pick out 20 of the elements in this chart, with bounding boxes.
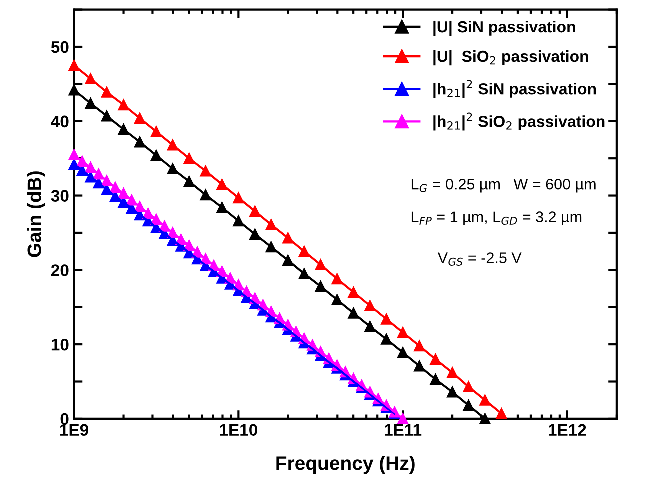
y-tick-label: 50 [51,41,69,54]
y-tick-label: 20 [51,264,69,276]
legend-label: |U| SiN passivation [434,20,576,36]
y-tick-label: 10 [52,338,69,351]
x-tick-label: 1E12 [549,424,586,436]
legend-label: |h$_{21}$|$^{2}$ SiN passivation [434,80,596,98]
legend-label: |U| SiO$_{2}$ passivation [434,50,588,66]
x-tick-label: 1E9 [60,424,88,436]
y-axis-title: Gain (dB) [27,172,46,258]
annotation: L$_{G}$ = 0.25 µm W = 600 µm [412,178,596,193]
x-axis-title: Frequency (Hz) [276,456,415,474]
y-tick-label: 30 [51,190,69,202]
annotation: V$_{GS}$ = -2.5 V [438,252,522,266]
annotation: L$_{FP}$ = 1 µm, L$_{GD}$ = 3.2 µm [412,212,582,226]
x-tick-label: 1E10 [220,424,258,436]
x-tick-label: 1E11 [385,424,422,436]
legend-label: |h$_{21}$|$^{2}$ SiO$_{2}$ passivation [434,112,605,131]
point [398,413,409,425]
y-tick-label: 0 [60,413,69,426]
y-tick-label: 40 [51,116,69,128]
